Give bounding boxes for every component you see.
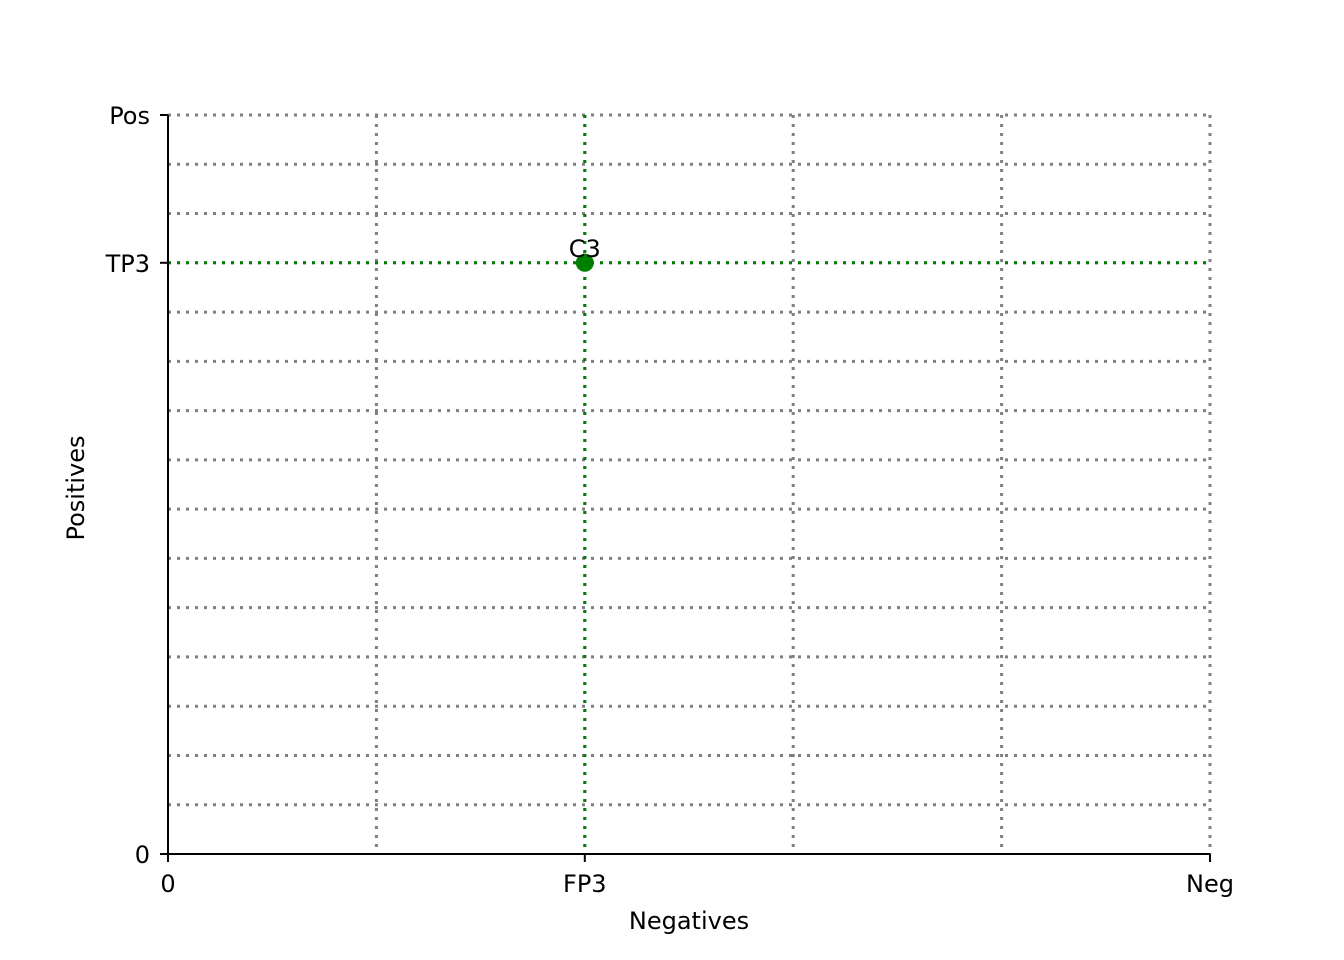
data-point-label: C3 <box>569 235 601 263</box>
data-point <box>575 253 594 272</box>
x-tick-label: FP3 <box>563 870 607 898</box>
points-layer: C3 <box>569 235 601 272</box>
axes-layer <box>167 115 1210 855</box>
x-tick-label: 0 <box>160 870 175 898</box>
y-tick-label: Pos <box>109 102 150 130</box>
x-axis-title: Negatives <box>629 907 749 935</box>
y-tick-label: 0 <box>135 841 150 869</box>
ticks-layer: 0 FP3 Neg 0 TP3 Pos <box>105 102 1234 898</box>
x-tick-label: Neg <box>1186 870 1234 898</box>
y-axis-title: Positives <box>62 435 90 540</box>
grid-layer <box>168 113 1212 854</box>
y-tick-label: TP3 <box>105 250 150 278</box>
